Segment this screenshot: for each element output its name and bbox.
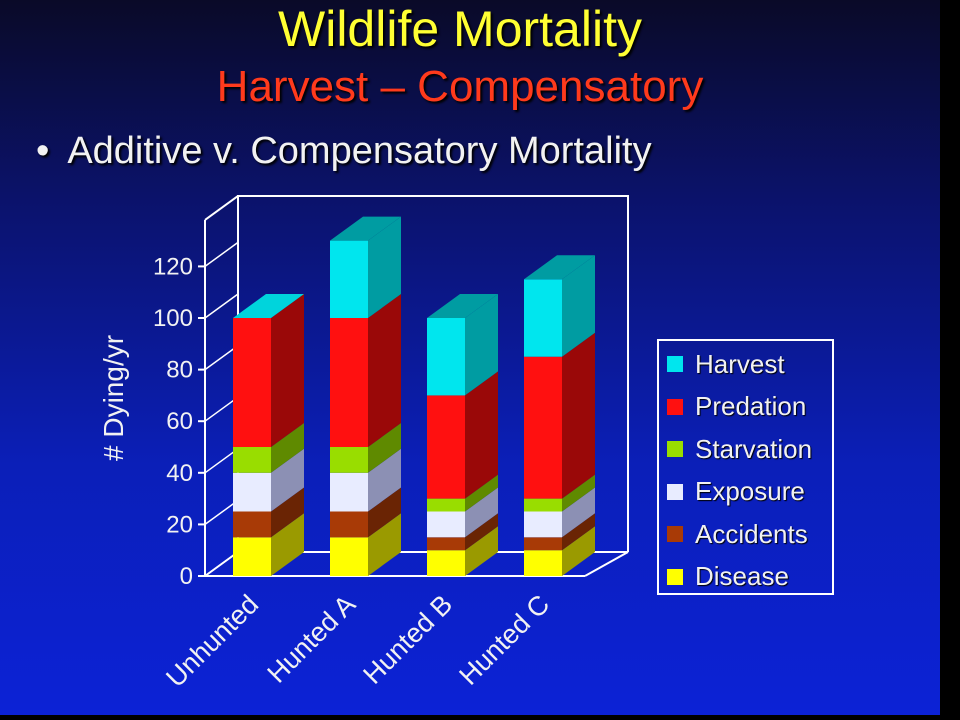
bar-top: [427, 294, 498, 318]
legend-label: Exposure: [695, 476, 805, 506]
legend-label: Harvest: [695, 348, 785, 379]
bar-side-disease: [562, 526, 595, 576]
y-tick-label: 20: [166, 511, 193, 538]
bar-side-exposure: [562, 487, 595, 538]
y-tick-label: 60: [166, 408, 193, 435]
bar-segment-harvest: [427, 318, 465, 396]
legend-item-starvation: Starvation: [667, 434, 812, 464]
legend-item-disease: Disease: [667, 561, 789, 592]
bar-segment-predation: [233, 318, 271, 447]
bar-side-harvest: [368, 216, 401, 318]
y-tick-depth: [204, 241, 239, 268]
y-tick-depth: [204, 396, 239, 422]
bar-side-accidents: [562, 513, 595, 551]
legend-item-predation: Predation: [667, 391, 807, 422]
bar-side-disease: [368, 513, 401, 576]
bar-segment-starvation: [233, 447, 271, 473]
bar-side-accidents: [271, 487, 304, 538]
bar-segment-harvest: [330, 240, 368, 318]
bullet-text: Additive v. Compensatory Mortality: [67, 130, 652, 172]
bar-side-starvation: [368, 423, 401, 473]
bar-segment-disease: [524, 550, 562, 576]
bar-side-accidents: [368, 487, 401, 538]
bar-segment-predation: [330, 318, 368, 447]
bar-side-harvest: [562, 255, 595, 357]
y-tick-label: 40: [166, 460, 193, 487]
x-tick-label: Hunted B: [357, 589, 458, 690]
bar-side-exposure: [368, 448, 401, 512]
bar-segment-starvation: [427, 498, 465, 512]
bullet-point: • Additive v. Compensatory Mortality: [36, 130, 652, 173]
bar-segment-accidents: [233, 511, 271, 538]
bar-side-harvest: [465, 294, 498, 396]
bar-segment-harvest: [524, 279, 562, 357]
y-tick-depth: [204, 551, 239, 577]
y-tick-depth: [204, 499, 239, 526]
bar-segment-accidents: [330, 511, 368, 538]
y-tick-depth: [204, 448, 239, 474]
bar-segment-exposure: [233, 472, 271, 512]
side-wall-top-edge: [204, 195, 239, 221]
legend-item-harvest: Harvest: [667, 349, 785, 379]
slide-subtitle: Harvest – Compensatory: [216, 62, 704, 111]
y-tick-label: 0: [180, 563, 193, 590]
bar-segment-starvation: [330, 447, 368, 473]
bar-top: [233, 294, 304, 318]
bar-side-disease: [465, 526, 498, 576]
x-tick-label: Hunted A: [261, 589, 361, 689]
y-tick-label: 120: [153, 253, 193, 280]
slide-title: Wildlife Mortality: [278, 1, 642, 57]
bar-segment-disease: [233, 537, 271, 576]
x-tick-label: Hunted C: [453, 589, 555, 691]
legend-label: Disease: [695, 561, 789, 591]
legend-swatch: [667, 356, 683, 372]
bar-side-predation: [271, 294, 304, 447]
y-tick-label: 100: [153, 305, 193, 332]
slide: Wildlife Mortality Harvest – Compensator…: [0, 0, 940, 715]
legend-label: Accidents: [695, 518, 808, 549]
bar-top: [524, 255, 595, 280]
x-tick-label: Unhunted: [160, 589, 264, 693]
bar-segment-accidents: [524, 537, 562, 551]
bar-side-starvation: [271, 423, 304, 473]
bar-side-predation: [562, 332, 595, 499]
legend-label: Starvation: [695, 433, 813, 464]
bar-segment-predation: [524, 356, 562, 499]
bar-segment-accidents: [427, 537, 465, 551]
legend-item-exposure: Exposure: [667, 476, 805, 507]
y-axis-label: # Dying/yr: [98, 335, 129, 461]
y-tick-depth: [204, 344, 239, 371]
bar-segment-starvation: [524, 498, 562, 512]
floor-right-edge: [584, 551, 629, 577]
y-tick-label: 80: [166, 357, 193, 384]
bar-top: [330, 216, 401, 241]
bar-side-starvation: [562, 474, 595, 512]
legend-swatch: [667, 568, 683, 585]
legend-swatch: [667, 441, 683, 457]
bar-segment-exposure: [524, 511, 562, 538]
bullet-marker: •: [36, 130, 50, 172]
chart-legend: Harvest Predation Starvation Exposure Accide…: [657, 339, 834, 595]
bar-side-disease: [271, 513, 304, 576]
bar-side-exposure: [271, 448, 304, 512]
bar-side-predation: [465, 371, 498, 499]
bar-segment-disease: [330, 537, 368, 576]
bar-side-accidents: [465, 513, 498, 551]
bar-side-starvation: [465, 474, 498, 512]
bar-segment-exposure: [330, 472, 368, 512]
legend-label: Predation: [695, 391, 807, 421]
bar-segment-exposure: [427, 511, 465, 538]
bar-side-exposure: [465, 487, 498, 538]
legend-swatch: [667, 398, 683, 415]
bar-side-predation: [368, 294, 401, 447]
y-tick-depth: [204, 293, 239, 319]
legend-swatch: [667, 483, 683, 500]
legend-swatch: [667, 526, 683, 542]
bar-segment-predation: [427, 395, 465, 499]
legend-item-accidents: Accidents: [667, 519, 808, 549]
bar-segment-disease: [427, 550, 465, 576]
